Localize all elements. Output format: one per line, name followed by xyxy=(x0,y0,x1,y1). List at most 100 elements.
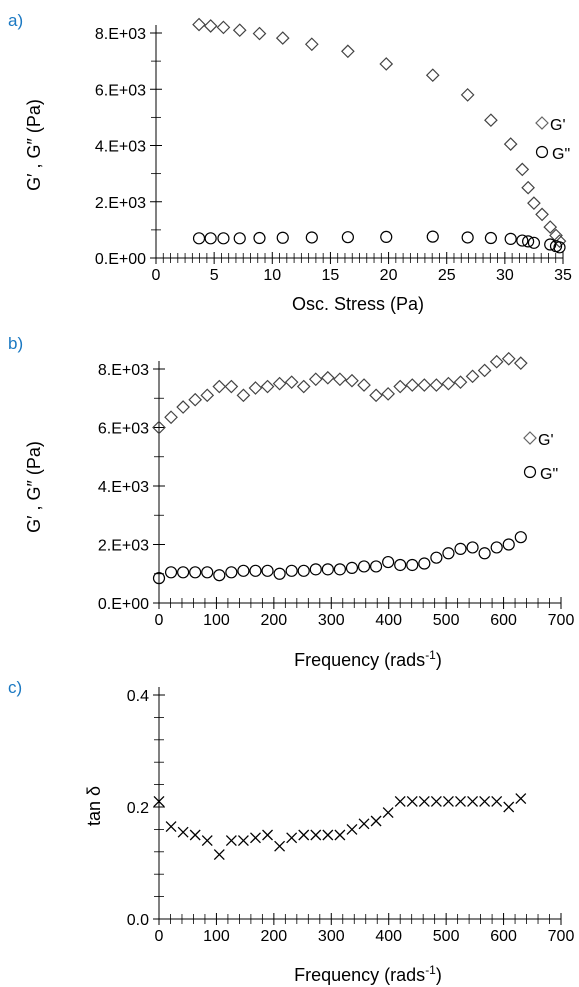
panel-b-g-prime-point xyxy=(417,378,432,392)
panel-c-tan-delta-point xyxy=(346,823,358,835)
panel-a-g-prime-point xyxy=(252,26,267,41)
panel-c-x-tick-label: 100 xyxy=(203,928,230,945)
panel-c-x-axis-title-main: Frequency (rads xyxy=(294,965,425,985)
panel-c-tan-delta-point xyxy=(286,832,298,844)
panel-c-tan-delta-point xyxy=(442,795,454,807)
panel-a-g-prime-point xyxy=(515,162,530,177)
panel-b-g-double-prime-point xyxy=(261,564,274,577)
panel-c-tan-delta-point xyxy=(418,795,430,807)
panel-c-tan-delta-point xyxy=(491,795,503,807)
panel-a-g-double-prime-point xyxy=(484,231,498,245)
panel-a-x-tick-label: 20 xyxy=(380,267,398,284)
panel-c-y-tick-label: 0.4 xyxy=(127,688,149,705)
panel-b-x-tick-label: 300 xyxy=(318,612,345,629)
panel-b-g-prime-point xyxy=(296,379,311,394)
panel-a-x-tick-label: 25 xyxy=(438,267,456,284)
panel-b-g-prime-point xyxy=(333,372,347,387)
panel-b-axes: 0 100 200 300 400 500 600 700 0.E+00 2.E+03 4.E+03… xyxy=(98,361,574,629)
panel-a-label: a) xyxy=(8,11,23,30)
panel-c-tan-delta-point xyxy=(177,826,189,838)
panel-b-g-prime-point xyxy=(248,381,263,395)
panel-a-g-prime-point xyxy=(341,44,355,59)
panel-a-g-prime-point xyxy=(460,88,475,102)
panel-b-g-prime-point xyxy=(164,410,178,425)
panel-c-tan-delta-point xyxy=(322,829,334,841)
panel-b-legend: G' G" xyxy=(523,431,558,483)
panel-a-g-prime-point xyxy=(527,196,541,211)
panel-b-g-double-prime-point xyxy=(213,569,226,582)
panel-a-legend-item-g-double-prime: G" xyxy=(535,145,570,163)
panel-b-g-double-prime-point xyxy=(309,563,322,576)
panel-a-g-double-prime-point xyxy=(516,234,529,247)
panel-a-g-prime-point xyxy=(192,17,206,32)
panel-c-tan-delta-point xyxy=(237,835,249,847)
panel-b-g-double-prime-point xyxy=(430,551,443,564)
panel-a-g-double-prime-point xyxy=(192,232,206,245)
panel-a-g-double-prime-point xyxy=(276,231,289,244)
panel-b-x-tick-label: 100 xyxy=(203,612,230,629)
panel-b-g-prime-point xyxy=(284,375,299,390)
panel-a-g-double-prime-point xyxy=(204,232,217,245)
panel-c-tan-delta-point xyxy=(503,801,515,813)
panel-b-g-prime-point xyxy=(188,392,203,407)
panel-a-series-2 xyxy=(192,230,566,254)
panel-b-g-double-prime-point xyxy=(502,538,515,551)
panel-b-y-tick-label: 4.E+03 xyxy=(98,479,149,496)
panel-b-g-prime-point xyxy=(453,375,468,390)
legend-circle-marker-icon xyxy=(523,465,537,479)
panel-b-g-prime-point xyxy=(272,376,287,391)
panel-a-y-tick-label: 0.E+00 xyxy=(95,251,146,268)
panel-a-legend: G' G" xyxy=(535,116,570,163)
panel-b-g-double-prime-point xyxy=(225,566,238,579)
panel-c-tan-delta-point xyxy=(394,795,406,807)
panel-b-x-axis-title-sup: -1 xyxy=(425,648,436,662)
panel-c-x-tick-label: 500 xyxy=(433,928,460,945)
panel-b-g-prime-point xyxy=(345,373,359,388)
panel-b-x-tick-label: 200 xyxy=(261,612,288,629)
panel-b-g-double-prime-point xyxy=(514,531,527,544)
panel-a-x-tick-label: 35 xyxy=(554,267,572,284)
panel-b-g-double-prime-point xyxy=(321,563,334,576)
panel-b-g-double-prime-point xyxy=(357,560,371,573)
panel-c-tan-delta-point xyxy=(406,795,418,807)
panel-b-g-double-prime-point xyxy=(164,566,178,579)
panel-c-tan-delta-point xyxy=(430,795,442,807)
panel-a-series-1 xyxy=(192,17,567,248)
panel-a-g-prime-point xyxy=(379,57,394,71)
panel-b-legend-label-g-double-prime: G" xyxy=(540,466,558,483)
panel-b-g-prime-point xyxy=(465,369,480,384)
panel-c-tan-delta-point xyxy=(298,829,310,841)
panel-a-g-double-prime-point xyxy=(522,235,535,248)
panel-b-g-prime-point xyxy=(477,363,492,378)
panel-b-g-double-prime-point xyxy=(442,547,455,560)
panel-c-x-tick-label: 300 xyxy=(318,928,345,945)
panel-a-y-tick-label: 6.E+03 xyxy=(95,82,146,99)
panel-a-g-prime-point xyxy=(275,31,290,45)
legend-diamond-marker-icon xyxy=(523,431,537,445)
panel-b-g-prime-point xyxy=(152,420,166,435)
panel-b-g-double-prime-point xyxy=(189,566,202,579)
panel-b-g-prime-point xyxy=(260,379,275,394)
panel-a-x-axis-title: Osc. Stress (Pa) xyxy=(292,294,424,314)
panel-a-x-tick-label: 0 xyxy=(152,267,161,284)
panel-c-tan-delta-point xyxy=(274,840,286,852)
panel-c-x-tick-label: 0 xyxy=(155,928,164,945)
panel-b-g-prime-point xyxy=(357,378,371,392)
legend-diamond-marker-icon xyxy=(535,116,549,130)
panel-b-x-axis-title: Frequency (rads-1) xyxy=(294,648,442,670)
panel-a-g-double-prime-point xyxy=(461,231,474,244)
panel-a-g-prime-point xyxy=(484,113,498,128)
panel-a-axes: 0 5 10 15 20 25 30 35 0.E+00 2.E+03 4.E+03 6.E+03 8.… xyxy=(95,25,572,284)
panel-c-tan-delta-point xyxy=(165,821,177,833)
panel-a-g-double-prime-point xyxy=(217,232,230,245)
panel-b-y-tick-label: 2.E+03 xyxy=(98,538,149,555)
panel-a-x-tick-label: 10 xyxy=(263,267,281,284)
panel-b-g-double-prime-point xyxy=(273,567,286,580)
panel-b-g-double-prime-point xyxy=(394,558,407,572)
panel-c-x-axis-title: Frequency (rads-1) xyxy=(294,963,442,985)
panel-b-g-prime-point xyxy=(501,351,516,366)
panel-b-g-double-prime-point xyxy=(369,560,383,573)
panel-b-g-double-prime-point xyxy=(406,558,419,572)
panel-c-y-tick-label: 0.0 xyxy=(127,912,149,929)
